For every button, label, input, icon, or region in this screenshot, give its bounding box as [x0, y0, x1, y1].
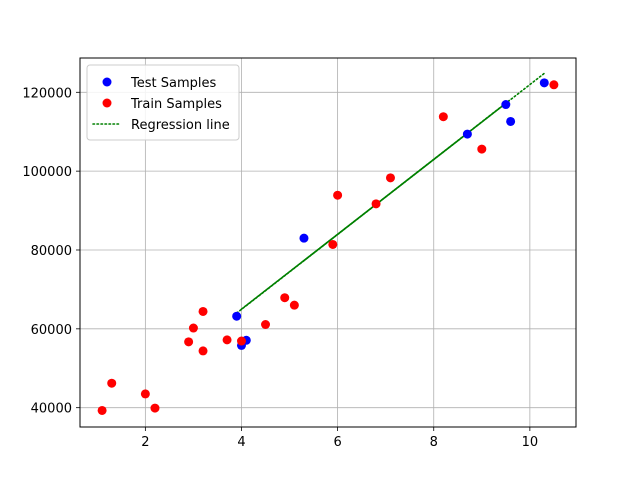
y-tick-label: 80000 [31, 244, 72, 259]
train-sample-point [188, 323, 198, 333]
regression-line-segment [303, 132, 469, 262]
legend-label: Regression line [131, 118, 230, 133]
test-sample-point [501, 100, 511, 110]
legend-box [86, 64, 240, 141]
train-sample-point [477, 144, 487, 154]
train-sample-point [236, 336, 246, 346]
train-sample-point [333, 190, 343, 200]
axis-ticks: 2 4 6 8 10 40000 60000 80000 100000 120000 [22, 86, 538, 450]
x-tick-label: 6 [333, 435, 341, 450]
train-sample-point [107, 378, 117, 388]
train-sample-point [97, 405, 107, 415]
test-sample-point [299, 233, 309, 243]
train-sample-point [184, 337, 194, 347]
train-sample-point [140, 389, 150, 399]
plot-frame [79, 57, 577, 428]
train-sample-point [549, 80, 559, 90]
train-sample-point [438, 112, 448, 122]
legend-dot-marker [102, 98, 112, 108]
x-tick-label: 4 [237, 435, 245, 450]
train-sample-point [385, 173, 395, 183]
grid [80, 58, 576, 427]
legend-label: Train Samples [130, 97, 222, 112]
points-group [97, 78, 559, 415]
train-sample-point [150, 403, 160, 413]
x-tick-label: 8 [430, 435, 438, 450]
train-sample-point [222, 335, 232, 345]
x-tick-label: 2 [141, 435, 149, 450]
train-sample-point [198, 346, 208, 356]
x-tick-label: 10 [522, 435, 539, 450]
y-tick-label: 120000 [22, 86, 72, 101]
test-sample-point [539, 78, 549, 88]
legend-label: Test Samples [130, 76, 216, 91]
test-sample-point [232, 311, 242, 321]
y-tick-label: 60000 [31, 323, 72, 338]
legend: Test Samples Train Samples Regression line [86, 64, 240, 141]
legend-dot-marker [102, 77, 112, 87]
train-sample-point [261, 320, 271, 329]
test-sample-point [506, 116, 516, 126]
test-sample-point [462, 129, 472, 139]
train-sample-point [328, 239, 338, 249]
train-sample-point [280, 293, 290, 303]
train-sample-point [289, 300, 299, 310]
y-tick-label: 100000 [22, 165, 72, 180]
train-sample-point [371, 199, 381, 209]
train-sample-point [198, 306, 208, 316]
y-tick-label: 40000 [31, 402, 72, 417]
